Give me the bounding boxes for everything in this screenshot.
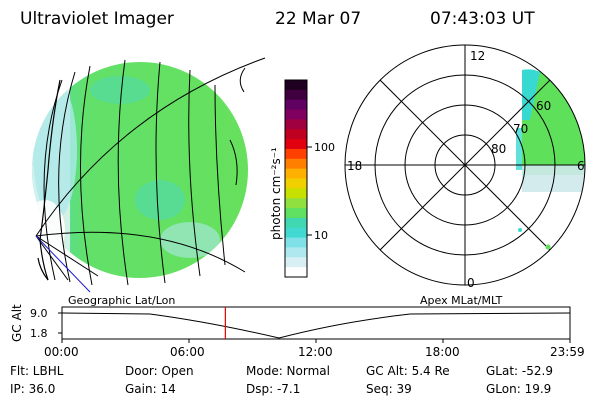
altitude-ylabel: GC Alt — [10, 304, 24, 342]
colorbar-band — [285, 208, 307, 219]
info-gc-alt: GC Alt: 5.4 Re — [366, 364, 450, 378]
colorbar-band — [285, 168, 307, 179]
info-gain: Gain: 14 — [125, 382, 176, 396]
colorbar-band — [285, 158, 307, 170]
colorbar-band — [285, 227, 307, 239]
lat-label-70: 70 — [513, 122, 528, 136]
colorbar-band — [285, 257, 307, 268]
geographic-image — [32, 57, 266, 293]
colorbar-band — [285, 80, 307, 91]
info-panel: Flt: LBHL IP: 36.0 Door: Open Gain: 14 M… — [10, 364, 553, 396]
colorbar-band — [285, 237, 307, 248]
observation-time: 07:43:03 UT — [430, 9, 535, 29]
info-dsp: Dsp: -7.1 — [246, 382, 300, 396]
colorbar-band — [285, 217, 307, 229]
geographic-grid — [35, 57, 266, 293]
colorbar-tick-100: 100 — [314, 141, 335, 154]
colorbar-strip — [285, 80, 307, 278]
lat-label-80: 80 — [491, 142, 506, 156]
colorbar-band — [285, 89, 307, 101]
mlt-label-12: 12 — [470, 49, 485, 63]
colorbar-band — [285, 109, 307, 120]
altitude-xtick: 06:00 — [170, 345, 205, 359]
colorbar-label: photon cm⁻²s⁻¹ — [269, 147, 283, 240]
polar-plot: 12 18 6 0 60 70 80 — [344, 44, 586, 290]
colorbar-band — [285, 267, 307, 278]
info-filter: Flt: LBHL — [10, 364, 64, 378]
polar-grid — [344, 44, 586, 286]
colorbar-band — [285, 139, 307, 150]
colorbar-band — [285, 198, 307, 209]
info-door: Door: Open — [125, 364, 194, 378]
polar-aurora — [516, 69, 585, 192]
colorbar-band — [285, 178, 307, 189]
colorbar-band — [285, 247, 307, 258]
colorbar-band — [285, 188, 307, 199]
aurora-speck — [518, 228, 522, 232]
altitude-xtick: 18:00 — [425, 345, 460, 359]
coastline — [37, 79, 61, 281]
altitude-curve — [61, 312, 571, 339]
observation-date: 22 Mar 07 — [275, 9, 361, 29]
info-seq: Seq: 39 — [366, 382, 412, 396]
colorbar: 100 10 photon cm⁻²s⁻¹ — [269, 79, 335, 278]
colorbar-band — [285, 99, 307, 111]
altitude-ytick-max: 9.0 — [30, 307, 48, 320]
info-glon: GLon: 19.9 — [486, 382, 551, 396]
info-ip: IP: 36.0 — [10, 382, 55, 396]
instrument-title: Ultraviolet Imager — [20, 9, 174, 29]
geographic-map-label: Geographic Lat/Lon — [68, 294, 175, 307]
mlt-label-18: 18 — [347, 159, 362, 173]
altitude-ytick-min: 1.8 — [30, 327, 48, 340]
colorbar-band — [285, 148, 307, 160]
info-glat: GLat: -52.9 — [486, 364, 553, 378]
altitude-xtick: 23:59 — [550, 345, 585, 359]
aurora-speck — [545, 244, 551, 250]
altitude-plot: 9.0 1.8 GC Alt 00:00 06:00 12:00 18:00 2… — [10, 304, 585, 359]
info-mode: Mode: Normal — [246, 364, 330, 378]
colorbar-band — [285, 119, 307, 130]
lat-label-60: 60 — [536, 99, 551, 113]
mlt-label-0: 0 — [467, 276, 475, 290]
altitude-xtick: 12:00 — [298, 345, 333, 359]
apex-map-label: Apex MLat/MLT — [420, 294, 503, 307]
colorbar-tick-10: 10 — [314, 229, 328, 242]
altitude-xtick: 00:00 — [44, 345, 79, 359]
colorbar-band — [285, 129, 307, 140]
mlt-label-6: 6 — [577, 159, 585, 173]
